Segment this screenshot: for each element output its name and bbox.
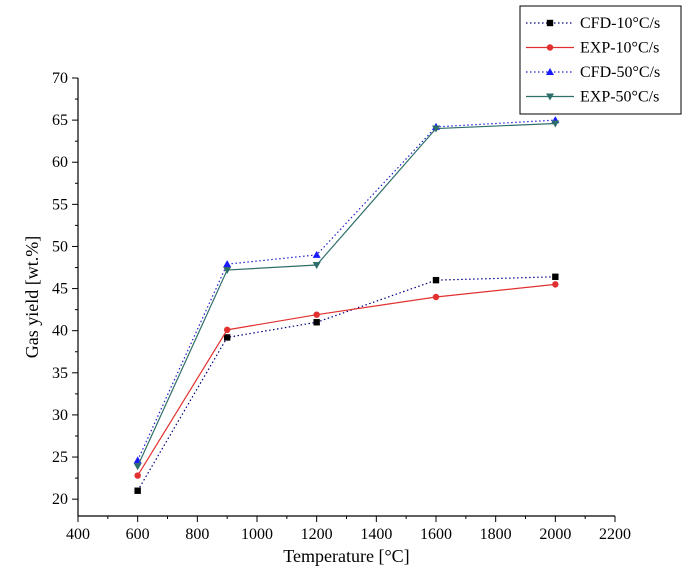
legend-entry-label: EXP-10°C/s (580, 40, 659, 57)
x-tick-label: 1400 (360, 526, 392, 543)
y-tick-label: 55 (52, 196, 68, 213)
data-point (432, 125, 440, 133)
legend-marker (546, 68, 554, 75)
data-point (432, 293, 440, 301)
data-point (313, 319, 320, 326)
x-tick-label: 1000 (241, 526, 273, 543)
y-tick-label: 65 (52, 112, 68, 129)
data-point (312, 250, 321, 258)
data-point (313, 311, 320, 318)
data-point (223, 334, 231, 341)
x-axis-label: Temperature [°C] (283, 546, 409, 566)
series-line-3 (137, 119, 556, 461)
y-tick-label: 60 (52, 154, 68, 171)
y-tick-label: 70 (52, 70, 68, 87)
data-point (223, 267, 232, 275)
y-tick-label: 30 (52, 407, 68, 424)
y-axis-label: Gas yield [wt.%] (22, 236, 42, 358)
x-tick-label: 1600 (420, 526, 452, 543)
x-tick-label: 2000 (539, 526, 571, 543)
y-tick-label: 20 (52, 491, 68, 508)
legend-marker (546, 44, 554, 51)
data-point (552, 273, 559, 280)
y-tick-label: 45 (52, 281, 68, 298)
data-point (551, 120, 560, 128)
y-tick-label: 40 (52, 323, 68, 340)
data-point (223, 260, 232, 268)
legend-entry-label: CFD-10°C/s (580, 15, 660, 32)
x-tick-label: 1800 (480, 526, 512, 543)
x-tick-label: 2200 (599, 526, 631, 543)
series-line-1 (137, 276, 556, 492)
series-line-2 (137, 283, 556, 476)
x-tick-label: 600 (126, 526, 150, 543)
axes: 400 600 800 1000 1200 1400 1600 1800 2000 2200 20 2… (52, 70, 631, 543)
data-point (223, 326, 231, 334)
x-tick-label: 400 (66, 526, 90, 543)
legend-marker (546, 19, 554, 27)
data-point (134, 472, 141, 479)
legend-entry-label: EXP-50°C/s (580, 89, 659, 106)
data-point (552, 281, 559, 288)
data-point (432, 276, 440, 284)
y-tick-label: 35 (52, 365, 68, 382)
y-tick-label: 50 (52, 238, 68, 255)
plot-area (133, 116, 560, 494)
legend-entry-label: CFD-50°C/s (580, 64, 660, 81)
y-tick-label: 25 (52, 449, 68, 466)
legend-marker (546, 93, 554, 101)
data-point (134, 487, 141, 494)
series-line-4 (137, 122, 556, 467)
x-tick-label: 800 (185, 526, 209, 543)
x-tick-label: 1200 (301, 526, 333, 543)
data-point (133, 463, 142, 471)
data-point (312, 261, 321, 269)
legend: CFD-10°C/s EXP-10°C/s CFD-50°C/s EXP-50°C/s (519, 5, 682, 115)
